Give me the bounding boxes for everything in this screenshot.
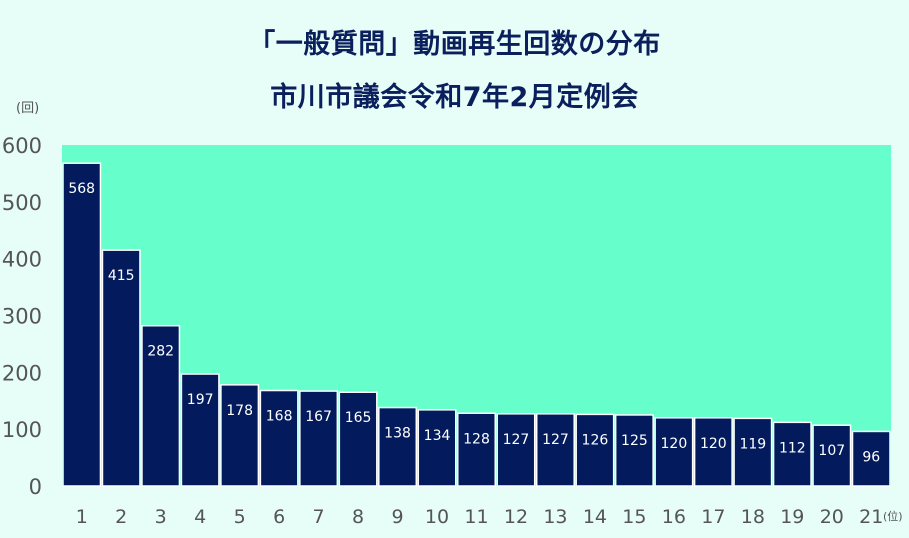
data-label-12: 127 [503,432,530,448]
y-tick-100: 100 [2,418,42,442]
bars: 568 415 282 197 178 168 167 165 138 134 128 127 127 1… [62,162,891,487]
y-tick-600: 600 [2,134,42,158]
x-axis-label: (位) [883,509,903,523]
data-label-9: 138 [384,426,411,442]
bar-9 [378,406,418,487]
data-label-14: 126 [582,432,609,448]
data-label-10: 134 [424,428,451,444]
x-tick-2: 2 [115,506,127,528]
data-label-1: 568 [68,181,95,197]
bar-11 [457,412,496,487]
x-tick-19: 19 [780,506,804,528]
y-tick-400: 400 [2,248,42,272]
bar-8 [338,391,378,487]
x-tick-21: 21 [859,506,883,528]
bar-14 [575,413,615,487]
y-tick-0: 0 [29,475,42,499]
x-tick-14: 14 [583,506,607,528]
x-tick-8: 8 [352,506,364,528]
bar-2 [101,249,141,487]
x-tick-12: 12 [504,506,528,528]
data-label-3: 282 [147,344,174,360]
bar-10 [417,409,457,487]
data-label-21: 96 [862,449,880,465]
tick-labels: 1 2 3 4 5 6 7 8 9 10 11 12 13 14 15 16 17 18 19 20 210100200… [2,134,883,528]
x-tick-17: 17 [701,506,725,528]
chart-subtitle: 市川市議会令和7年2月定例会 [270,82,639,113]
bar-17 [693,417,733,487]
bar-21 [851,430,891,487]
x-tick-5: 5 [234,506,246,528]
data-label-6: 168 [266,409,293,425]
x-tick-11: 11 [464,506,488,528]
x-tick-9: 9 [392,506,404,528]
data-label-16: 120 [661,436,688,452]
data-label-8: 165 [345,410,372,426]
y-tick-200: 200 [2,361,42,385]
bar-18 [733,417,773,487]
x-tick-20: 20 [820,506,844,528]
chart-title: 「一般質問」動画再生回数の分布 [248,29,661,60]
bar-20 [812,424,852,487]
x-tick-3: 3 [155,506,167,528]
bar-15 [614,414,654,487]
bar-4 [180,373,220,487]
x-tick-16: 16 [662,506,686,528]
data-label-2: 415 [108,268,135,284]
x-tick-7: 7 [313,506,325,528]
bar-19 [772,421,812,487]
bar-7 [299,390,339,487]
y-axis-label: (回) [16,101,39,116]
y-tick-300: 300 [2,305,42,329]
x-tick-18: 18 [741,506,765,528]
data-label-19: 112 [779,440,806,456]
data-label-18: 119 [739,436,766,452]
data-label-7: 167 [305,409,332,425]
data-label-20: 107 [818,443,845,459]
data-label-5: 178 [226,403,253,419]
data-label-15: 125 [621,433,648,449]
bar-5 [220,384,260,487]
x-tick-1: 1 [76,506,88,528]
bar-3 [141,324,181,487]
data-label-17: 120 [700,436,727,452]
x-tick-13: 13 [543,506,567,528]
data-label-4: 197 [187,392,214,408]
data-label-11: 128 [463,431,490,447]
x-tick-15: 15 [622,506,646,528]
bar-12 [496,413,536,487]
x-tick-6: 6 [273,506,285,528]
bar-1 [62,162,102,487]
bar-16 [654,417,694,487]
bar-6 [259,389,299,487]
x-tick-4: 4 [194,506,206,528]
y-tick-500: 500 [2,191,42,215]
bar-13 [535,413,575,487]
data-label-13: 127 [542,432,569,448]
x-tick-10: 10 [425,506,449,528]
